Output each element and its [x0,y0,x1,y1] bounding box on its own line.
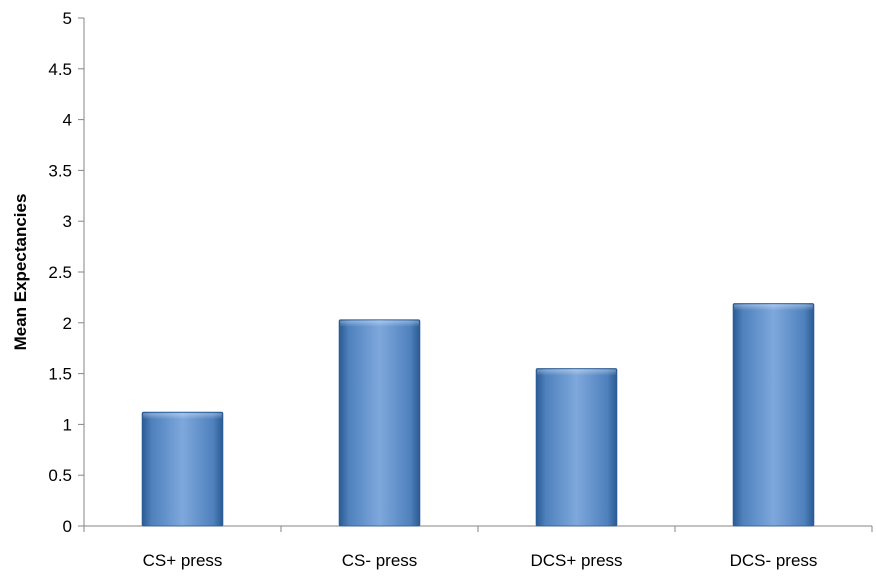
bar [732,303,815,527]
y-axis: 0 0.5 1 1.5 2 2.5 3 3.5 4 4.5 5 [48,9,85,536]
x-tick-label: DCS- press [730,551,818,570]
x-tick-label: CS- press [342,551,418,570]
y-tick-label: 0.5 [48,466,72,485]
y-tick-label: 2 [63,314,72,333]
bar-highlight [734,304,813,311]
y-tick-label: 0 [63,517,72,536]
bar-2 [338,319,421,527]
y-tick-label: 3.5 [48,161,72,180]
bar [535,368,618,527]
bar-1 [141,411,224,527]
bar-highlight [340,320,419,327]
y-tick-label: 5 [63,9,72,28]
y-tick-label: 1.5 [48,365,72,384]
y-tick-label: 4 [63,111,72,130]
bars [141,303,815,527]
bar-4 [732,303,815,527]
bar-highlight [537,369,616,376]
bar [141,411,224,527]
y-tick-label: 1 [63,415,72,434]
x-axis: CS+ press CS- press DCS+ press DCS- press [83,525,873,570]
bar-3 [535,368,618,527]
y-tick-label: 4.5 [48,60,72,79]
y-axis-title: Mean Expectancies [11,194,30,351]
x-tick-label: DCS+ press [530,551,622,570]
bar [338,319,421,527]
y-tick-label: 3 [63,212,72,231]
bar-highlight [143,413,222,420]
y-tick-label: 2.5 [48,263,72,282]
x-tick-label: CS+ press [143,551,223,570]
